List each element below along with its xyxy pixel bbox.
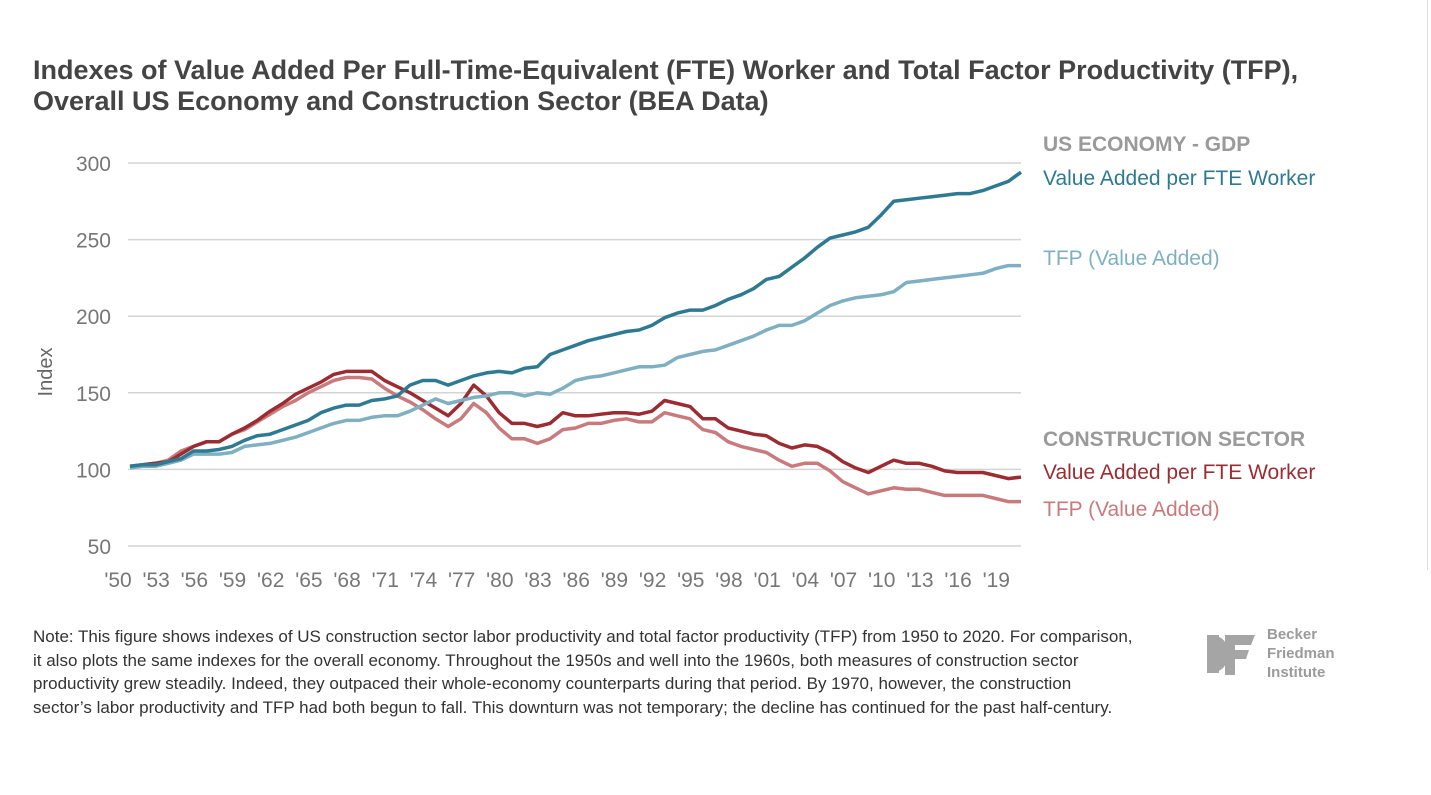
x-tick-label: '89 <box>601 569 628 592</box>
y-tick-label: 150 <box>76 383 111 406</box>
x-tick-label: '74 <box>410 569 438 592</box>
x-tick-label: '16 <box>944 569 971 592</box>
x-tick-label: '13 <box>906 569 933 592</box>
legend-us-tfp: TFP (Value Added) <box>1043 247 1220 270</box>
x-tick-label: '71 <box>372 569 399 592</box>
x-tick-label: '04 <box>792 569 820 592</box>
x-tick-label: '07 <box>830 569 857 592</box>
x-tick-label: '92 <box>639 569 666 592</box>
y-tick-label: 100 <box>76 459 111 482</box>
series-line-us-economy-value-added-per-fte-worker <box>129 170 1023 469</box>
logo-line: Becker <box>1267 626 1318 643</box>
x-tick-label: '95 <box>677 569 704 592</box>
legend-heading-us: US ECONOMY - GDP <box>1043 133 1251 156</box>
x-tick-label: '62 <box>257 569 284 592</box>
x-tick-label: '10 <box>868 569 895 592</box>
x-tick-label: '19 <box>983 569 1010 592</box>
x-tick-label: '59 <box>219 569 246 592</box>
series-line-construction-tfp-value-added- <box>129 375 1021 504</box>
x-tick-label: '65 <box>295 569 322 592</box>
x-tick-label: '86 <box>563 569 590 592</box>
x-tick-label: '77 <box>448 569 475 592</box>
legend-us-value-added: Value Added per FTE Worker <box>1043 167 1316 190</box>
bf-logo-icon <box>1207 634 1255 675</box>
divider <box>1427 0 1428 570</box>
series-line-construction-value-added-per-fte-worker <box>129 369 1022 481</box>
becker-friedman-logo: Becker Friedman Institute <box>1205 625 1335 682</box>
x-tick-label: '01 <box>753 569 780 592</box>
series-line-us-economy-tfp-value-added- <box>129 263 1021 470</box>
x-tick-label: '98 <box>715 569 742 592</box>
chart-note: Note: This figure shows indexes of US co… <box>33 627 1133 717</box>
x-tick-label: '80 <box>486 569 513 592</box>
x-tick-label: '83 <box>524 569 551 592</box>
line-chart: 50 100 150 200 250 300 '50 '53 '56 '59 '62 '65 '68 '7… <box>35 153 1023 592</box>
logo-line: Institute <box>1267 664 1326 681</box>
y-tick-label: 200 <box>76 306 111 329</box>
legend-construction-tfp: TFP (Value Added) <box>1043 498 1220 521</box>
chart-title: Indexes of Value Added Per Full-Time-Equ… <box>33 55 1299 116</box>
logo-line: Friedman <box>1267 645 1335 662</box>
y-tick-label: 50 <box>88 536 111 559</box>
legend-construction-value-added: Value Added per FTE Worker <box>1043 461 1316 484</box>
y-tick-label: 300 <box>76 153 111 176</box>
x-tick-label: '68 <box>333 569 360 592</box>
x-tick-label: '50 <box>104 569 131 592</box>
x-tick-label: '56 <box>181 569 208 592</box>
legend-heading-construction: CONSTRUCTION SECTOR <box>1043 428 1306 451</box>
x-tick-label: '53 <box>142 569 169 592</box>
y-tick-label: 250 <box>76 230 111 253</box>
y-axis-label: Index <box>35 348 57 397</box>
